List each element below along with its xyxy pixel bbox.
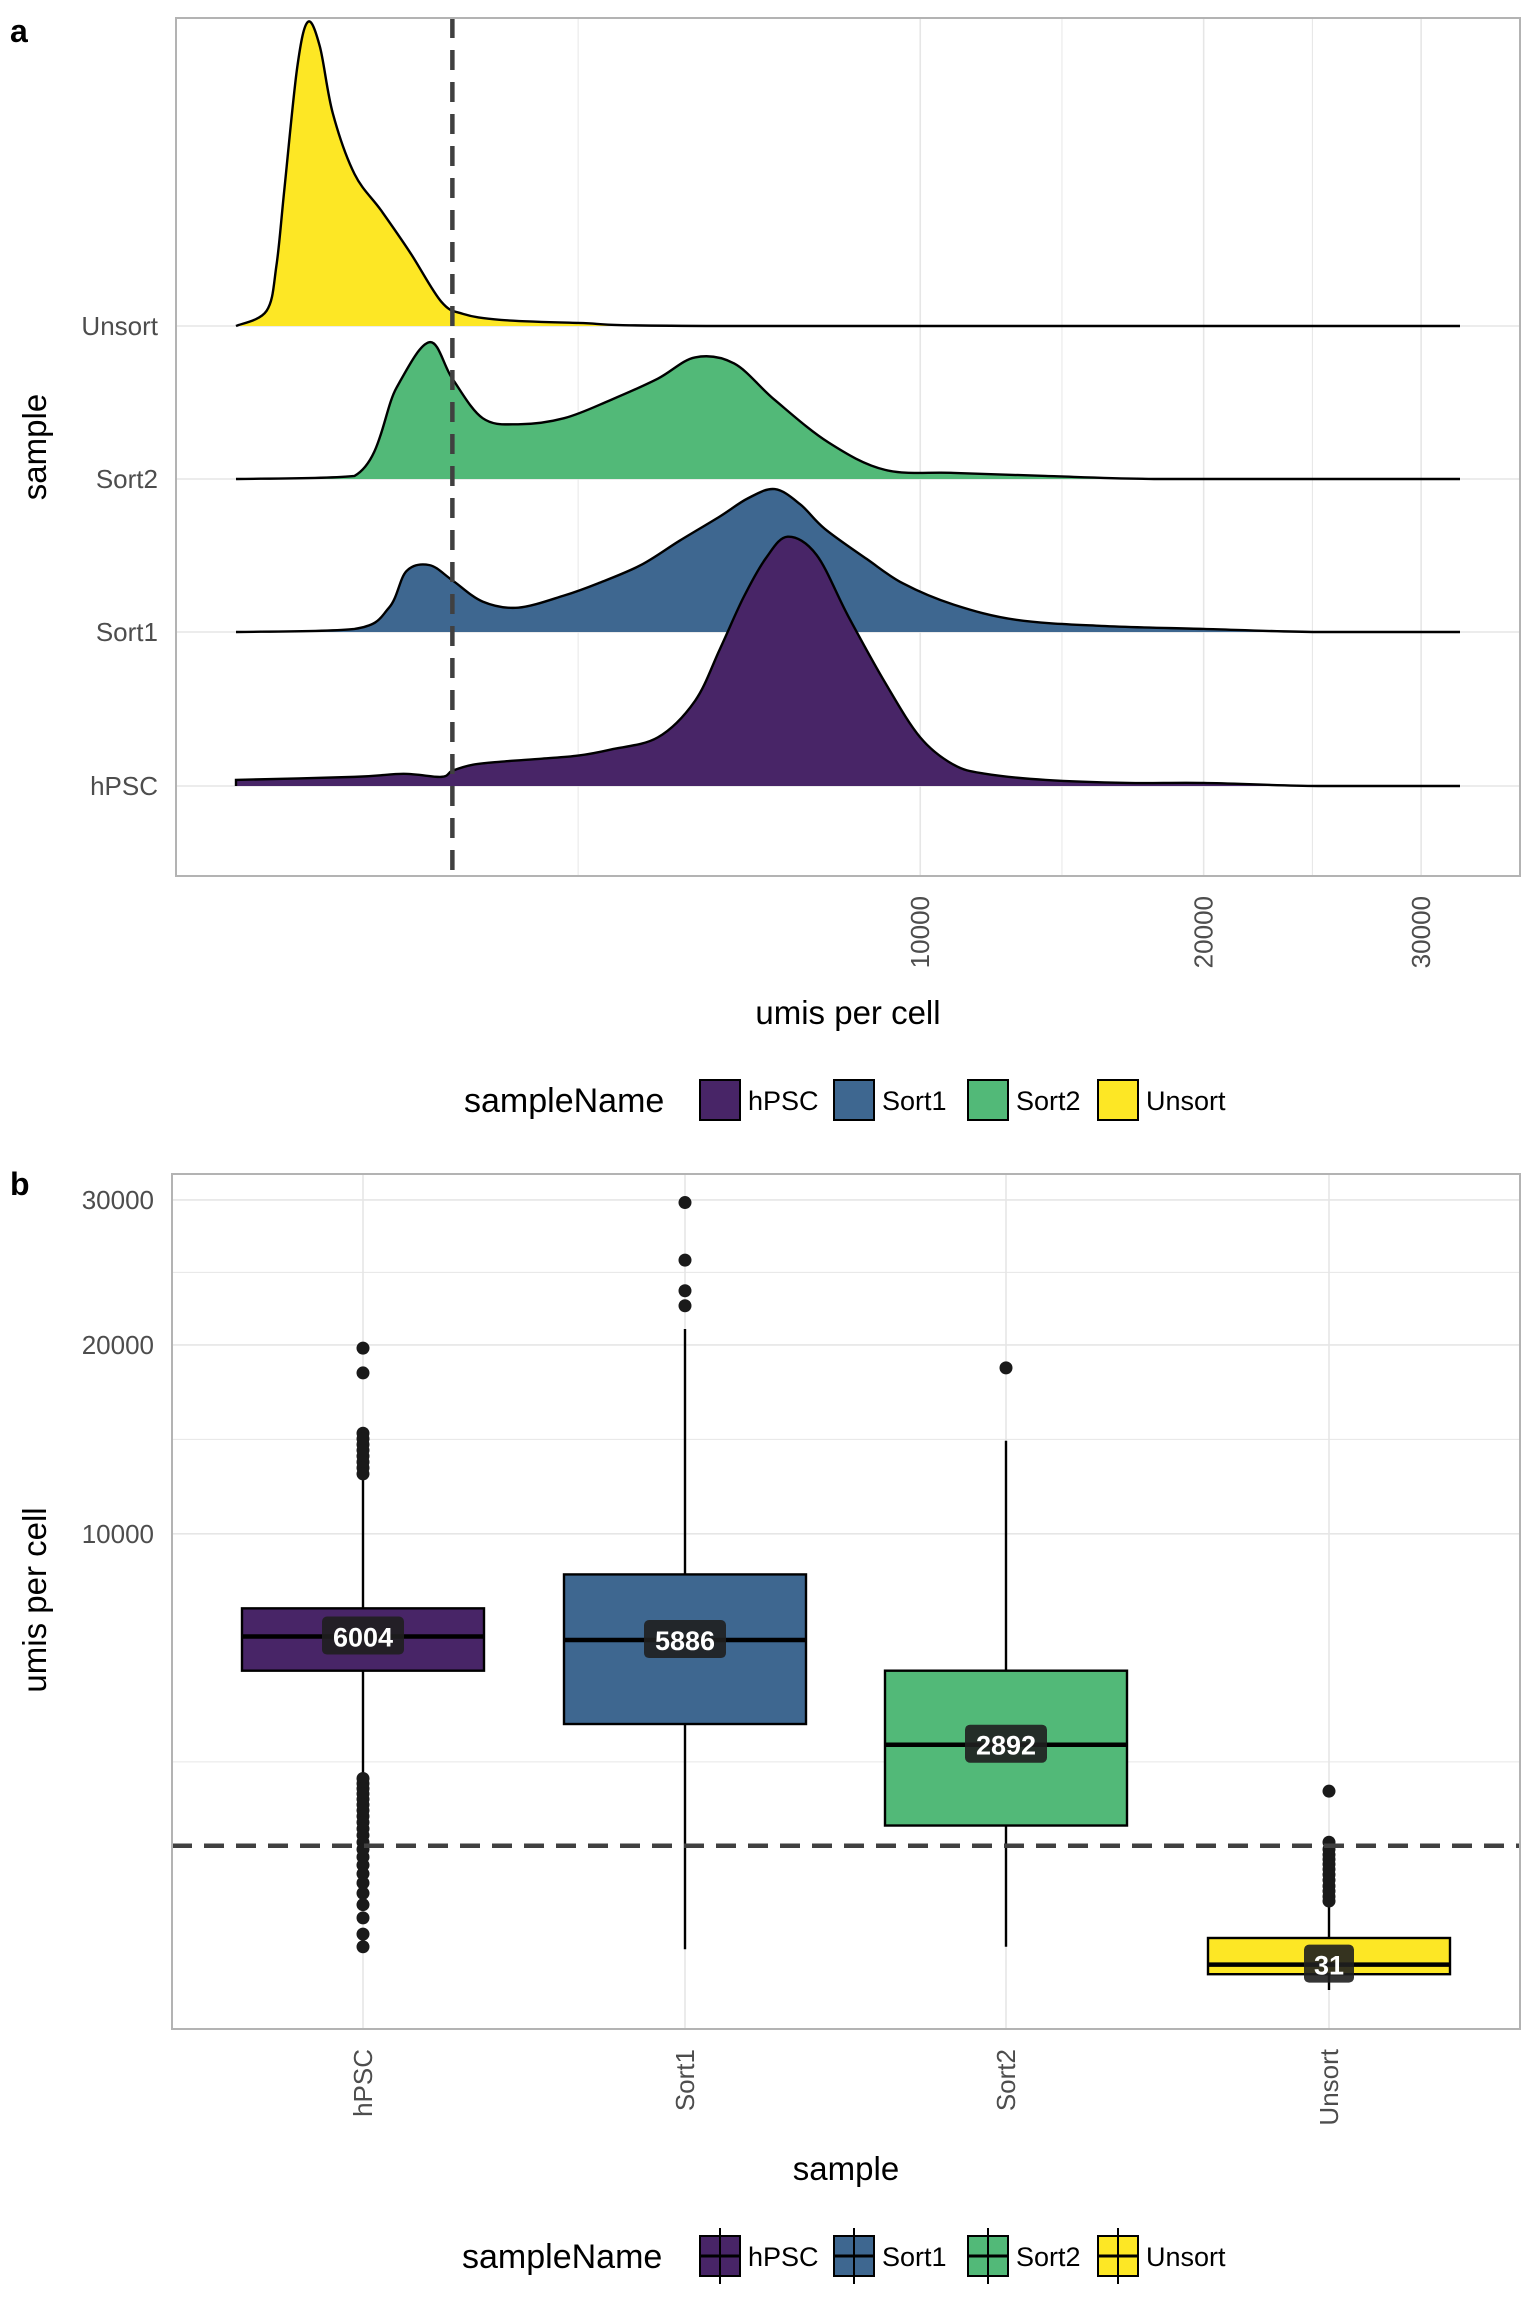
panel-b-y-tick-labels: 10000 20000 30000	[82, 1185, 154, 1549]
panel-b-border	[171, 1173, 1521, 2030]
outlier-point-hpsc	[356, 1927, 370, 1941]
ridge-outline-sort1	[235, 487, 1460, 634]
panel-b-legend: sampleName hPSC Sort1 Sort2 Unsort	[462, 2228, 1226, 2284]
outlier-point-hpsc	[356, 1366, 370, 1380]
panel-b-median-labels: 6004 5886 2892 31	[322, 1616, 1354, 1983]
legend-label-sort2: Sort2	[1016, 2242, 1081, 2272]
legend-key-hpsc	[699, 1079, 741, 1121]
outlier-point-unsort	[1322, 1894, 1336, 1908]
panel-b-y-tick-10000: 10000	[82, 1519, 154, 1549]
panel-b-y-axis-title: umis per cell	[16, 1507, 53, 1692]
legend-label-unsort: Unsort	[1146, 1086, 1226, 1116]
legend-key-sort1	[833, 1079, 875, 1121]
legend-label-sort1: Sort1	[882, 1086, 947, 1116]
panel-b: b 6004 5886 2892 31 10000 20000 30000 hPSC Sor…	[10, 1166, 1521, 2284]
panel-a-ridges	[234, 20, 1460, 788]
panel-a: a hPSC Sort1 Sort2 Unsort 10000 20000 30000 u…	[10, 13, 1521, 1121]
outlier-point-hpsc	[356, 1876, 370, 1890]
ridge-fill-sort2	[236, 342, 1460, 479]
outlier-point-sort1	[678, 1299, 692, 1313]
panel-a-x-tick-labels: 10000 20000 30000	[905, 896, 1436, 968]
outlier-point-sort1	[678, 1196, 692, 1210]
median-label-hpsc: 6004	[333, 1623, 393, 1653]
panel-a-y-axis-title: sample	[16, 394, 53, 500]
panel-a-x-tick-20000: 20000	[1189, 896, 1219, 968]
ridge-outline-sort2	[235, 341, 1460, 481]
panel-b-x-tick-labels: hPSC Sort1 Sort2 Unsort	[348, 2048, 1344, 2125]
panel-b-y-tick-30000: 30000	[82, 1185, 154, 1215]
panel-b-x-tick-unsort: Unsort	[1314, 2048, 1344, 2125]
panel-a-legend: sampleName hPSC Sort1 Sort2 Unsort	[464, 1079, 1226, 1121]
panel-b-x-tick-sort1: Sort1	[670, 2049, 700, 2111]
legend-label-sort1: Sort1	[882, 2242, 947, 2272]
legend-key-sort2	[967, 1079, 1009, 1121]
legend-label-unsort: Unsort	[1146, 2242, 1226, 2272]
panel-b-x-tick-sort2: Sort2	[991, 2049, 1021, 2111]
median-label-bg-unsort	[1304, 1944, 1354, 1983]
panel-a-x-tick-30000: 30000	[1406, 896, 1436, 968]
legend-key-unsort	[1097, 1079, 1139, 1121]
panel-b-y-tick-20000: 20000	[82, 1330, 154, 1360]
outlier-point-unsort	[1322, 1784, 1336, 1798]
panel-b-x-axis-title: sample	[793, 2150, 899, 2187]
outlier-point-sort1	[678, 1253, 692, 1267]
outlier-point-hpsc	[356, 1341, 370, 1355]
outlier-point-hpsc	[356, 1911, 370, 1925]
legend-label-hpsc: hPSC	[748, 2242, 819, 2272]
outlier-point-hpsc	[356, 1867, 370, 1881]
panel-a-x-axis-title: umis per cell	[755, 994, 940, 1031]
median-label-sort1: 5886	[655, 1626, 715, 1656]
panel-a-y-tick-sort1: Sort1	[96, 617, 158, 647]
panel-b-legend-title: sampleName	[462, 2238, 662, 2276]
median-label-bg-hpsc	[322, 1616, 404, 1655]
ridge-fill-hpsc	[236, 536, 1460, 786]
panel-a-border	[175, 17, 1521, 877]
panel-b-x-tick-hpsc: hPSC	[348, 2049, 378, 2117]
ridge-outline-unsort	[235, 20, 1460, 328]
median-label-bg-sort1	[644, 1620, 726, 1659]
panel-b-background	[172, 1174, 1520, 2029]
legend-label-hpsc: hPSC	[748, 1086, 819, 1116]
outlier-point-hpsc	[356, 1898, 370, 1912]
ridge-outline-hpsc	[234, 535, 1460, 788]
panel-a-x-tick-10000: 10000	[905, 896, 935, 968]
panel-b-tag: b	[10, 1166, 30, 1202]
outlier-point-hpsc	[356, 1886, 370, 1900]
panel-a-y-tick-labels: hPSC Sort1 Sort2 Unsort	[81, 311, 158, 801]
panel-a-y-tick-sort2: Sort2	[96, 464, 158, 494]
panel-a-legend-title: sampleName	[464, 1082, 664, 1120]
outlier-point-sort1	[678, 1284, 692, 1298]
outlier-point-hpsc	[356, 1940, 370, 1954]
panel-a-y-tick-unsort: Unsort	[81, 311, 158, 341]
ridge-fill-sort1	[236, 488, 1460, 632]
outlier-point-hpsc	[356, 1467, 370, 1481]
outlier-point-sort2	[999, 1361, 1013, 1375]
median-label-unsort: 31	[1314, 1951, 1344, 1981]
panel-a-y-tick-hpsc: hPSC	[90, 771, 158, 801]
legend-label-sort2: Sort2	[1016, 1086, 1081, 1116]
panel-a-tag: a	[10, 13, 28, 49]
ridge-fill-unsort	[236, 21, 1460, 326]
median-label-sort2: 2892	[976, 1731, 1036, 1761]
median-label-bg-sort2	[965, 1724, 1047, 1763]
